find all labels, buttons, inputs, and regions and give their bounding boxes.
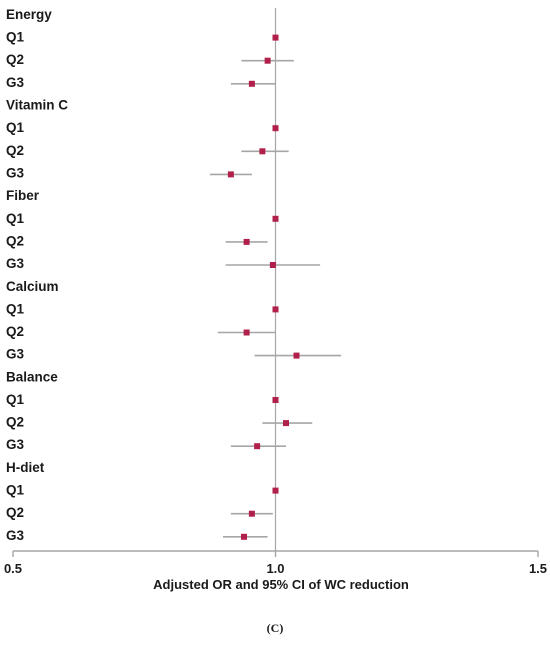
- group-label: H-diet: [6, 460, 45, 475]
- or-marker: [248, 510, 255, 517]
- row-label: G3: [6, 437, 25, 452]
- row-label: Q1: [6, 301, 25, 316]
- or-marker: [269, 262, 276, 268]
- y-axis-labels: Energy Q1 Q2 G3 Vitamin C Q1 Q2 G3 Fiber Q1 Q2 G3 Ca…: [6, 7, 68, 543]
- or-marker: [259, 148, 266, 155]
- row-label: G3: [6, 347, 25, 362]
- or-marker: [264, 57, 271, 64]
- or-marker: [227, 171, 234, 178]
- row-label: G3: [6, 75, 25, 90]
- x-tick-label: 1.5: [529, 561, 547, 576]
- x-axis-ticks: 0.5 1.0 1.5: [4, 551, 547, 576]
- group-label: Energy: [6, 7, 52, 22]
- row-label: Q1: [6, 392, 25, 407]
- row-label: Q1: [6, 120, 25, 135]
- row-label: Q2: [6, 505, 24, 520]
- or-marker: [272, 34, 279, 41]
- row-label: Q2: [6, 233, 24, 248]
- group-label: Fiber: [6, 188, 40, 203]
- or-marker: [241, 533, 247, 540]
- row-label: Q1: [6, 211, 25, 226]
- row-label: Q2: [6, 52, 24, 67]
- row-label: Q2: [6, 143, 24, 158]
- odds-ratio-markers: [227, 34, 300, 540]
- or-marker: [272, 125, 279, 132]
- or-marker: [272, 215, 279, 222]
- row-label: G3: [6, 165, 25, 180]
- row-label: Q1: [6, 483, 25, 498]
- or-marker: [272, 487, 279, 494]
- or-marker: [293, 352, 300, 359]
- group-label: Balance: [6, 369, 58, 384]
- or-marker: [243, 329, 250, 336]
- group-label: Vitamin C: [6, 98, 68, 113]
- group-label: Calcium: [6, 279, 59, 294]
- x-axis-title: Adjusted OR and 95% CI of WC reduction: [153, 577, 409, 592]
- or-marker: [248, 80, 255, 87]
- x-tick-label: 0.5: [4, 561, 22, 576]
- row-label: Q2: [6, 415, 24, 430]
- row-label: G3: [6, 528, 25, 543]
- row-label: G3: [6, 256, 25, 271]
- panel-label: (C): [267, 621, 284, 635]
- row-label: Q2: [6, 324, 24, 339]
- x-tick-label: 1.0: [266, 561, 284, 576]
- or-marker: [272, 306, 279, 313]
- or-marker: [272, 397, 279, 403]
- or-marker: [254, 443, 261, 450]
- or-marker: [283, 420, 289, 427]
- row-label: Q1: [6, 30, 25, 45]
- or-marker: [243, 238, 250, 245]
